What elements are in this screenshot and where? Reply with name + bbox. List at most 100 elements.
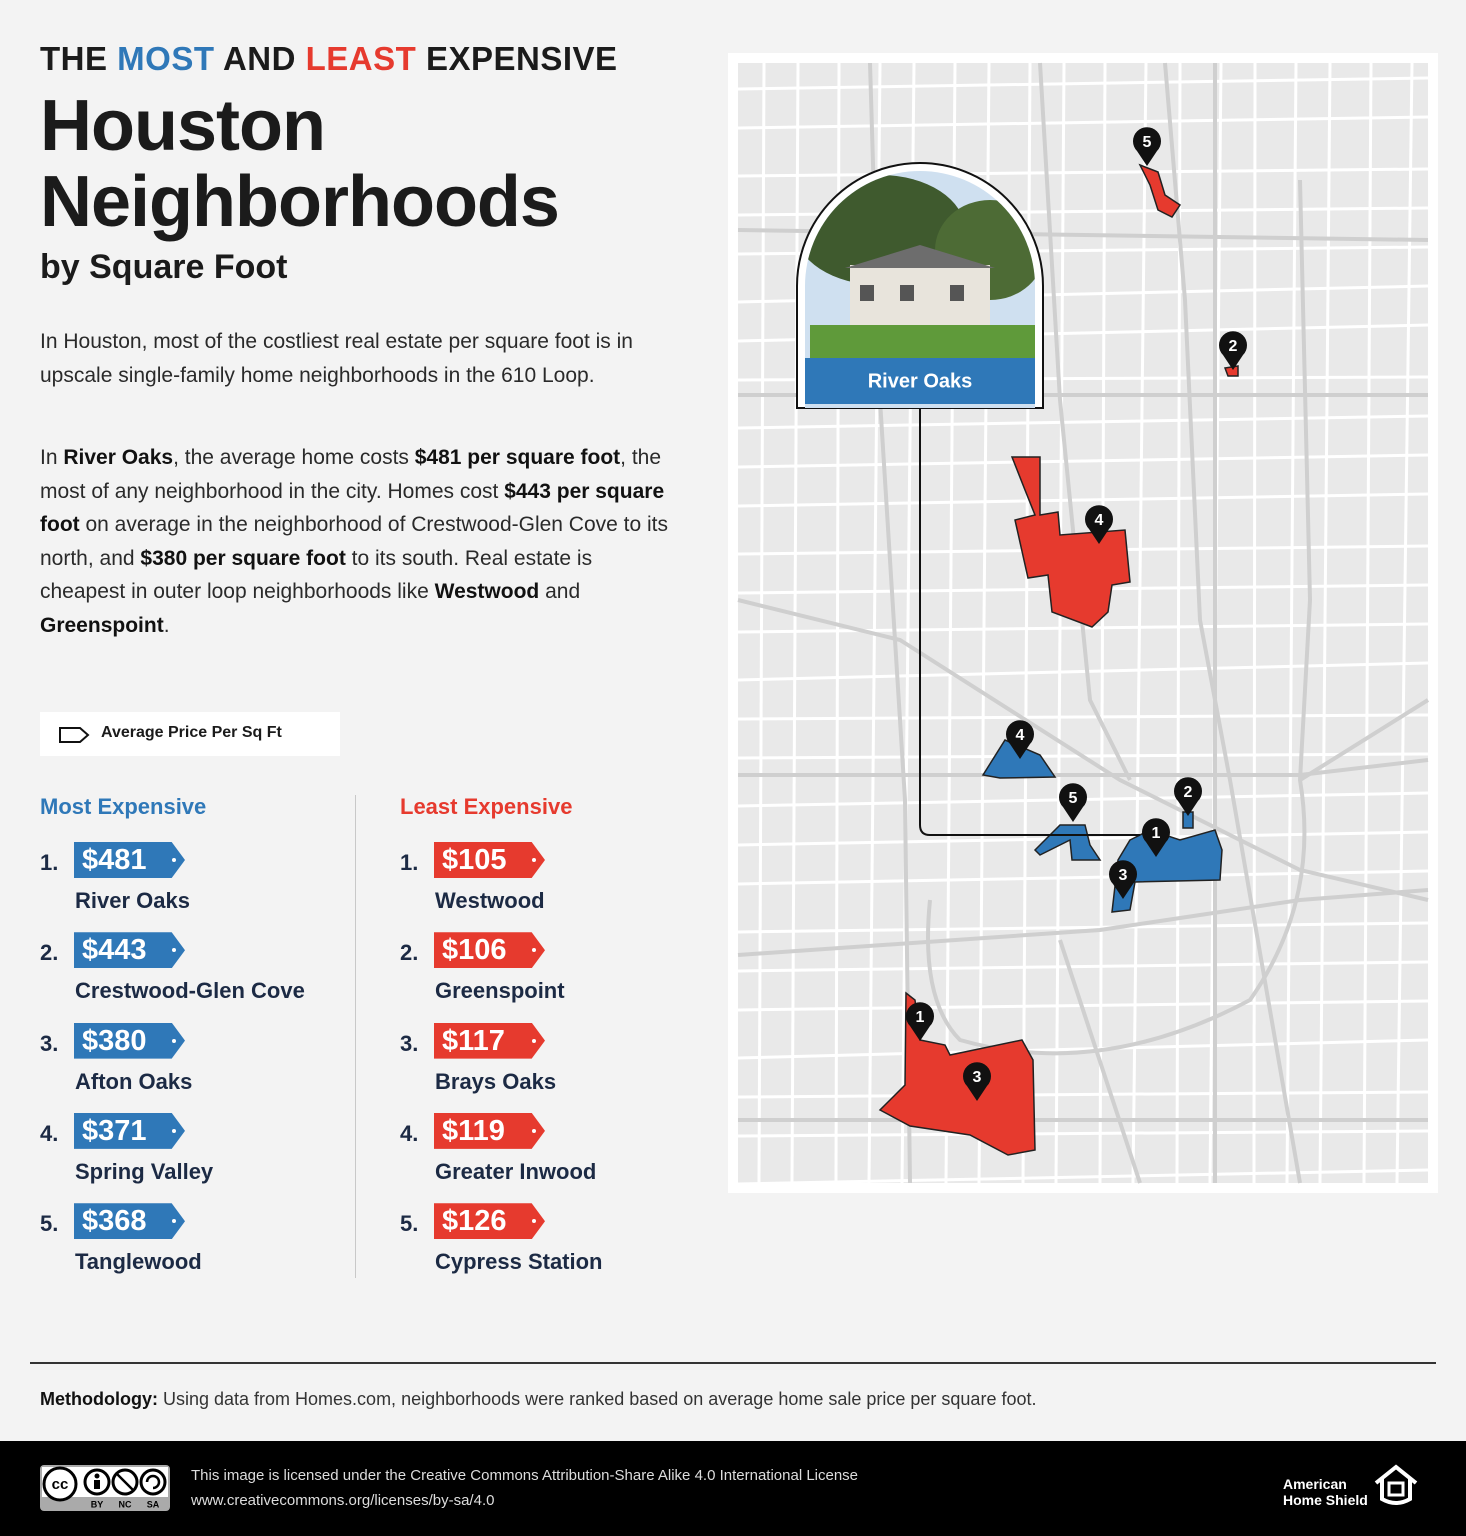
brand: American [1283,1476,1347,1492]
pin-label: 2 [1229,338,1238,355]
street [737,1090,1429,1099]
area [1010,456,1131,628]
price: $106 [442,934,507,967]
tag-hole [172,1038,176,1043]
pins: 1 2 3 4 5 1 2 3 4 5 [906,127,1248,1101]
emphasis: $443 per square foot [40,479,665,537]
pin-marker [1142,818,1170,857]
emphasis: Greenspoint [40,613,164,637]
price: $371 [82,1114,147,1147]
price: $119 [442,1114,505,1147]
column-heading: Most Expensive [40,794,207,819]
pin-marker [1059,783,1087,822]
neighborhood: Greenspoint [435,978,565,1004]
license-url: www.creativecommons.org/licenses/by-sa/4… [191,1492,495,1509]
price-tag: $106 [434,932,545,969]
pin: 1 [1142,818,1170,857]
brand-logo [1374,1464,1418,1505]
street [737,960,1429,973]
pin-label: 5 [1143,134,1152,151]
paragraph: In Houston, most of the costliest real e… [40,325,680,392]
street [757,62,766,1184]
street [1252,62,1257,1184]
rank: 4. [400,1120,419,1146]
price-tag: $119 [434,1112,545,1149]
street [1362,62,1373,1184]
connector [919,408,1140,836]
street [737,414,1429,430]
highway [737,598,1429,902]
kicker-most: MOST [117,40,215,77]
kicker: THE MOST AND LEAST EXPENSIVE [40,40,618,78]
emphasis: Westwood [434,580,540,603]
price: $126 [442,1205,507,1238]
tag-hole [532,1038,536,1043]
highway [1058,939,1142,1184]
tag-icon [59,727,90,743]
neighborhood: Westwood [435,888,545,913]
text: , the average home costs [173,446,415,469]
highway [737,888,1429,957]
pin-marker [1109,860,1137,899]
emphasis: $481 per square foot [414,446,621,469]
cc-term: SA [147,1499,160,1509]
kicker-least: LEAST [305,40,417,77]
pin: 4 [1006,720,1034,759]
neighborhood: Brays Oaks [435,1068,557,1094]
pin: 3 [1109,860,1137,899]
pin-marker [1133,127,1161,166]
highway [1163,62,1302,1184]
kicker-text: AND [214,40,306,77]
area [1138,163,1182,218]
tag-hole [532,1219,536,1224]
pin-label: 2 [1184,784,1193,801]
text: on average in the neighborhood of Crestw… [40,513,669,570]
price: $117 [442,1024,505,1057]
street [790,62,800,1184]
pin-label: 4 [1095,512,1104,529]
cc-icon: cc [52,1476,69,1493]
street [737,1168,1429,1186]
license-text: This image is licensed under the Creativ… [191,1467,859,1484]
featured-card: River Oaks [796,162,1044,409]
pin: 2 [1174,777,1202,816]
pin-label: 3 [973,1069,982,1086]
neighborhood: Cypress Station [435,1249,603,1275]
card-label: River Oaks [868,370,973,392]
map: River Oaks 1 2 3 4 5 1 2 3 4 5 [728,53,1438,1193]
rank: 3. [40,1030,59,1056]
street [737,1129,1429,1138]
neighborhood: Crestwood-Glen Cove [75,978,305,1004]
title: Neighborhoods [40,162,560,242]
highway [926,179,1313,1056]
price: $481 [82,844,147,876]
rank: 3. [400,1030,419,1056]
tag-hole [172,1219,176,1224]
pin: 2 [1219,331,1248,370]
cc-term: BY [91,1499,104,1509]
text: . [163,613,170,637]
methodology-label: Methodology: [40,1389,158,1409]
column-heading: Least Expensive [400,794,573,819]
neighborhood: River Oaks [75,888,190,913]
pin: 1 [906,1002,934,1041]
price: $368 [82,1205,147,1238]
rank: 2. [40,940,59,966]
neighborhood: Greater Inwood [435,1158,597,1184]
price-tag: $117 [434,1022,545,1059]
methodology-text: Using data from Homes.com, neighborhoods… [157,1389,1037,1409]
cc-badge: cc BY NC SA [40,1465,170,1511]
rule [30,1362,1436,1364]
tag-hole [172,858,176,862]
pin: 3 [963,1062,992,1101]
card-band [805,358,1035,404]
text: In Houston, most of the costliest real e… [40,330,633,387]
price-tag: $105 [434,842,545,878]
pin-marker [1219,331,1248,370]
pin: 5 [1059,783,1087,822]
street [1318,62,1332,1184]
price: $443 [82,934,147,967]
street [737,713,1429,721]
street [737,76,1429,91]
